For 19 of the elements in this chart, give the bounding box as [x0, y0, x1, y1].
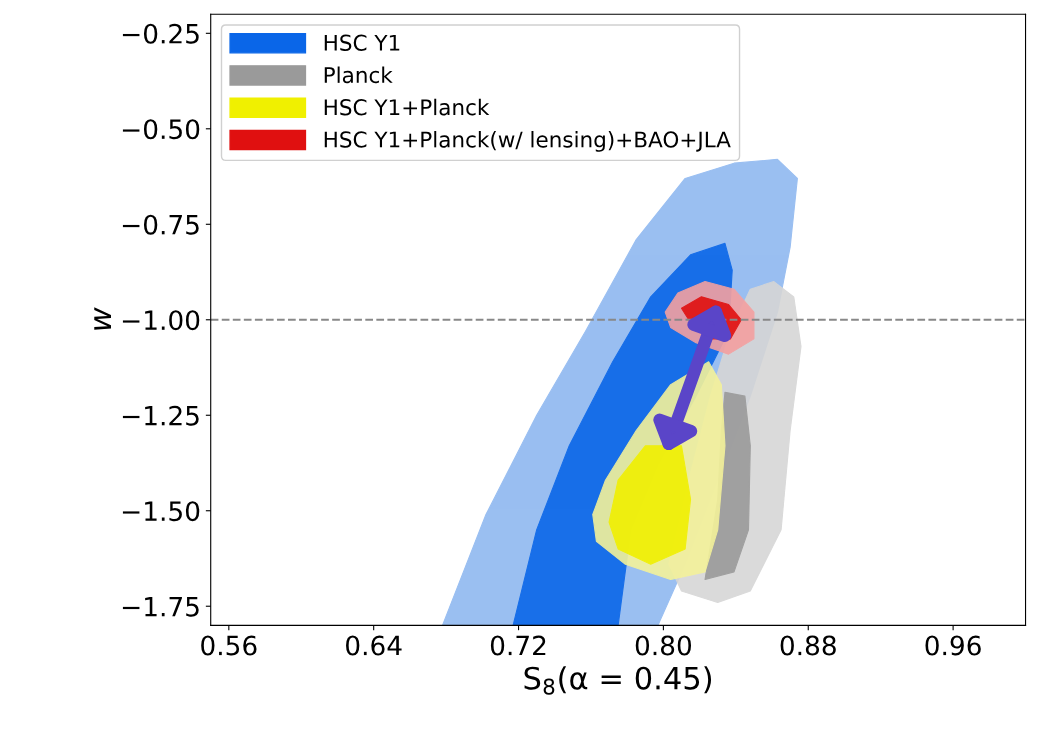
y-tick-label: −0.75 — [122, 214, 199, 235]
x-tick-label: 0.80 — [635, 635, 692, 656]
y-tick-label: −1.25 — [122, 405, 199, 426]
legend-label: HSC Y1+Planck(w/ lensing)+BAO+JLA — [324, 130, 731, 152]
legend-label: HSC Y1+Planck — [324, 98, 490, 116]
x-tick-label: 0.56 — [201, 635, 257, 656]
x-tick-label: 0.88 — [780, 635, 836, 656]
y-tick-label: −1.75 — [122, 597, 199, 617]
y-axis-title: w — [94, 307, 111, 330]
x-axis-title: S$_{8}$(α = 0.45) — [524, 666, 712, 695]
y-tick-label: −0.50 — [122, 119, 200, 140]
y-tick-label: −0.25 — [122, 23, 199, 44]
x-tick-label: 0.64 — [346, 635, 402, 656]
y-tick-label: −1.50 — [122, 501, 200, 522]
legend-label: Planck — [324, 66, 393, 84]
y-tick-label: −1.00 — [122, 310, 200, 331]
x-tick-label: 0.96 — [925, 635, 981, 656]
x-tick-label: 0.72 — [490, 635, 546, 656]
legend-label: HSC Y1 — [324, 34, 400, 51]
